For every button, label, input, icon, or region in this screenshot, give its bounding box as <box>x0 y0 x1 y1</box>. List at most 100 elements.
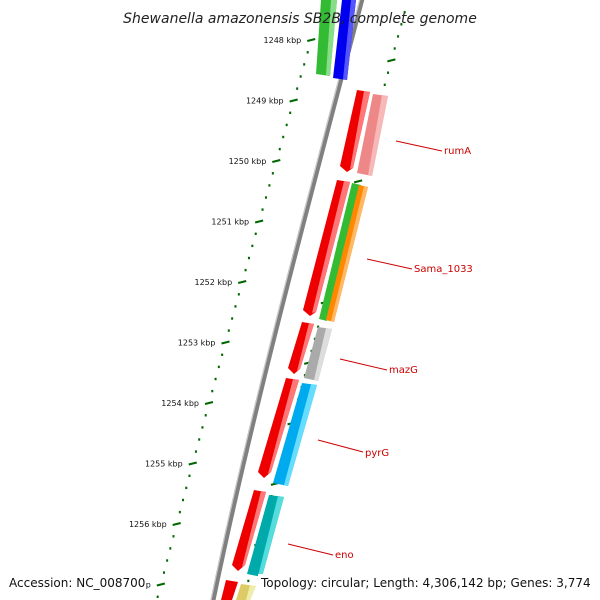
cds-mazG-shade <box>297 323 314 371</box>
ruler-dot <box>251 244 254 248</box>
outer-ruler-dot <box>403 11 406 14</box>
ruler-dot <box>271 172 274 175</box>
feature-green-top-shade <box>326 0 337 76</box>
ruler-tick-label: 1250 kbp <box>229 157 267 166</box>
label-line-mazG <box>339 358 388 371</box>
label-line-Sama_1033 <box>366 258 413 270</box>
ruler-tick <box>156 582 166 587</box>
ruler-tick <box>289 98 298 103</box>
ruler-tick-label: 1253 kbp <box>178 339 216 348</box>
ruler-dot <box>182 498 185 502</box>
label-line-pyrG <box>317 439 364 453</box>
feature-eno-teal-shade <box>258 496 284 577</box>
ruler-dot <box>198 438 201 441</box>
ruler-tick-label: 1249 kbp <box>246 97 284 106</box>
ruler-dot <box>211 389 214 393</box>
footer-accession: Accession: NC_008700 <box>9 576 145 590</box>
ruler: 1248 kbp 1249 kbp 1250 kbp 1251 kbp 1252 kbp… <box>129 36 316 598</box>
ruler-tick <box>204 401 214 405</box>
ruler-tick-label: 1254 kbp <box>161 399 199 408</box>
features <box>221 0 388 600</box>
label-line-rumA <box>395 140 443 152</box>
ruler-tick <box>188 461 197 466</box>
ruler-dot <box>162 571 165 574</box>
ruler-tick <box>307 38 316 42</box>
footer-accession-bg <box>6 574 146 592</box>
feature-blue-top-shade <box>343 0 356 80</box>
gene-label-eno: eno <box>335 550 354 561</box>
ruler-dot <box>188 474 191 477</box>
outer-ruler-dot <box>393 47 396 50</box>
ruler-tick-label: 1255 kbp <box>145 460 183 469</box>
ruler-dot <box>156 595 159 598</box>
ruler-dot <box>217 365 220 369</box>
map-title: Shewanella amazonensis SB2B, complete ge… <box>123 11 477 27</box>
ruler-tick-label: 1252 kbp <box>194 278 232 287</box>
ruler-dot <box>237 293 240 296</box>
outer-ruler-tick <box>353 179 363 184</box>
ruler-dot <box>303 63 306 66</box>
feature-yellow-bottom-shade <box>246 585 256 600</box>
ruler-tick-label: 1256 kbp <box>129 520 167 529</box>
ruler-dot <box>278 147 281 151</box>
feature-Sama_1033-green <box>319 183 361 321</box>
outer-ruler-dot <box>387 71 390 74</box>
ruler-dot <box>282 135 285 139</box>
ruler-dot <box>221 353 224 356</box>
outer-ruler-tick <box>387 58 396 63</box>
ruler-dot <box>296 87 299 90</box>
feature-rumA-pink-shade <box>368 95 388 176</box>
ruler-dot <box>194 450 197 453</box>
ruler-tick <box>237 280 247 284</box>
ruler-dot <box>214 377 217 381</box>
ruler-dot <box>231 317 234 320</box>
gene-label-mazG: mazG <box>389 365 418 376</box>
gene-label-Sama_1033: Sama_1033 <box>414 264 473 275</box>
ruler-dot <box>285 123 288 127</box>
ruler-dot <box>254 232 257 235</box>
cds-pyrG-shade <box>268 379 299 474</box>
outer-ruler-dot <box>383 83 386 86</box>
gene-labels: rumA Sama_1033 mazG pyrG eno <box>287 140 473 561</box>
ruler-tick <box>254 219 264 224</box>
ruler-dot <box>234 305 237 308</box>
ruler-tick-label: 1251 kbp <box>211 218 249 227</box>
ruler-dot <box>204 414 207 417</box>
feature-mazG-grey-shade <box>314 328 332 381</box>
label-line-eno <box>287 543 334 556</box>
feature-Sama_1033-orange-shade <box>331 186 368 322</box>
outer-ruler-dot <box>400 23 403 26</box>
ruler-dot <box>227 329 230 332</box>
outer-ruler-dot <box>247 579 250 583</box>
ruler-tick <box>221 340 230 345</box>
ruler-dot <box>247 256 250 260</box>
gene-label-rumA: rumA <box>444 146 471 157</box>
ruler-tick <box>172 522 181 526</box>
cds-Sama_1033-shade <box>312 181 350 313</box>
ruler-dot <box>178 510 181 514</box>
cds-rumA-shade <box>350 91 370 169</box>
outer-ruler-dot <box>397 35 400 38</box>
ruler-tick <box>272 159 281 163</box>
footer-topology-bg <box>258 574 596 592</box>
feature-red-bottom <box>221 580 238 600</box>
ruler-dot <box>172 535 175 538</box>
ruler-dot <box>185 486 188 490</box>
cds-eno-shade <box>242 491 266 567</box>
footer-topology: Topology: circular; Length: 4,306,142 bp… <box>260 576 591 590</box>
feature-pyrG-cyan-shade <box>284 384 317 486</box>
ruler-dot <box>201 426 204 429</box>
ruler-dot <box>306 51 309 54</box>
ruler-dot <box>244 268 247 272</box>
ruler-dot <box>299 75 302 78</box>
ruler-dot <box>166 559 169 562</box>
ruler-tick-label: 1248 kbp <box>264 36 302 45</box>
ruler-dot <box>289 111 292 114</box>
ruler-dot <box>268 184 271 187</box>
genome-backbone-highlight <box>210 0 361 600</box>
ruler-dot <box>264 196 267 199</box>
outer-ruler-dot <box>317 325 320 328</box>
gene-label-pyrG: pyrG <box>365 448 389 459</box>
ruler-dot <box>169 547 172 550</box>
